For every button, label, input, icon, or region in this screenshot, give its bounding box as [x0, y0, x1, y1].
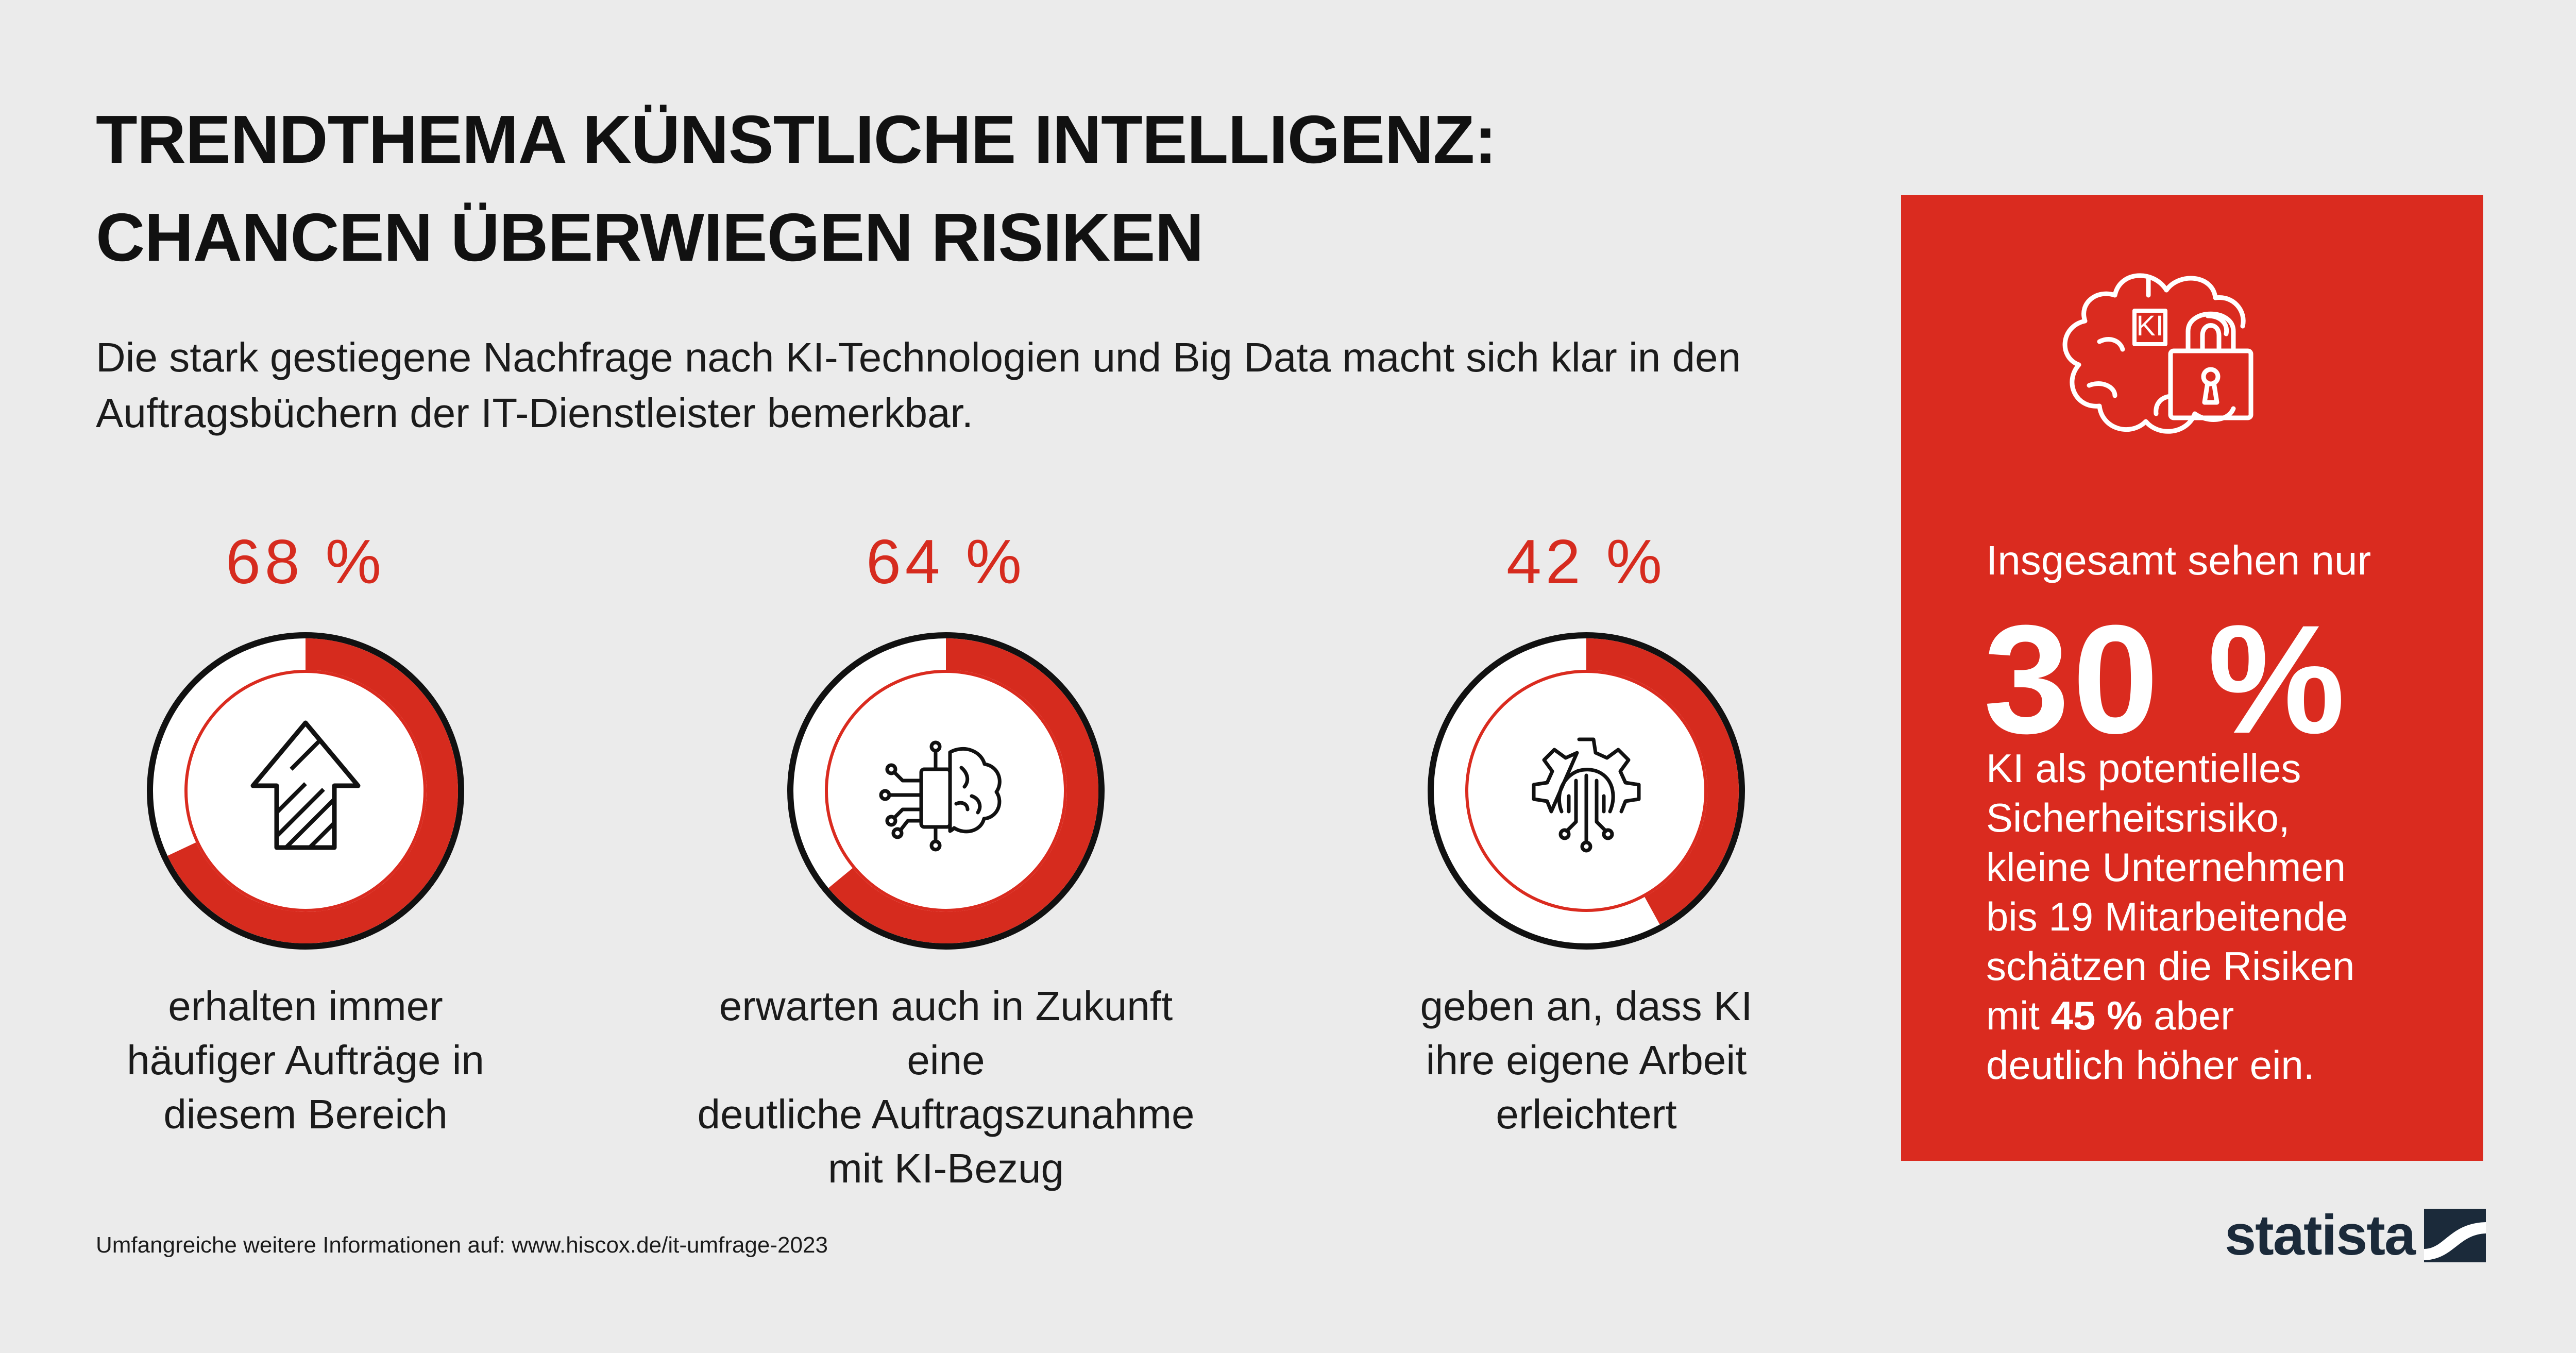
arrow-up-icon [250, 720, 361, 850]
ai-brain-chip-icon [879, 740, 1002, 852]
page-title: TRENDTHEMA KÜNSTLICHE INTELLIGENZ: CHANC… [96, 91, 1497, 286]
ai-gear-circuit-icon [1532, 737, 1641, 853]
stat-1-line-1: erhalten immer [168, 983, 443, 1029]
panel-line-3: kleine Unternehmen [1986, 844, 2346, 890]
donut-chart-2 [787, 632, 1105, 950]
brain-lock-icon-label: KI [2137, 309, 2164, 342]
source-footer: Umfangreiche weitere Informationen auf: … [96, 1232, 828, 1258]
panel-lead: Insgesamt sehen nur [1986, 537, 2371, 583]
panel-big-value: 30 % [1984, 593, 2348, 766]
stat-2-line-2: deutliche Auftragszunahme [697, 1091, 1195, 1137]
stat-description-1: erhalten immer häufiger Aufträge in dies… [48, 979, 563, 1141]
title-line-1: TRENDTHEMA KÜNSTLICHE INTELLIGENZ: [96, 102, 1497, 177]
stat-1-line-2: häufiger Aufträge in [127, 1037, 484, 1083]
donut-chart-3 [1428, 632, 1745, 950]
stat-3-line-2: ihre eigene Arbeit [1426, 1037, 1747, 1083]
stat-2-line-1: erwarten auch in Zukunft eine [719, 983, 1173, 1083]
donut-chart-1 [147, 632, 464, 950]
statista-logo[interactable]: statista [2225, 1205, 2486, 1266]
panel-body: KI als potentielles Sicherheitsrisiko, k… [1986, 743, 2450, 1090]
panel-line-7: deutlich höher ein. [1986, 1042, 2315, 1088]
stat-description-3: geben an, dass KI ihre eigene Arbeit erl… [1329, 979, 1844, 1141]
stat-1-line-3: diesem Bereich [163, 1091, 448, 1137]
title-line-2: CHANCEN ÜBERWIEGEN RISIKEN [96, 199, 1204, 275]
panel-line-1: KI als potentielles [1986, 746, 2301, 791]
stat-card-2: 64 % erwarten auch in Zukunft eine deutl… [688, 526, 1204, 1191]
panel-line-4: bis 19 Mitarbeitende [1986, 894, 2348, 939]
statista-logo-mark-icon [2424, 1209, 2486, 1262]
stat-3-line-1: geben an, dass KI [1420, 983, 1753, 1029]
stat-card-3: 42 % geben an, dass KI ihre eigene Arbei… [1329, 526, 1844, 1154]
stat-description-2: erwarten auch in Zukunft eine deutliche … [688, 979, 1204, 1195]
panel-line-2: Sicherheitsrisiko, [1986, 795, 2290, 840]
panel-line-5: schätzen die Risiken [1986, 943, 2355, 989]
donut-inner-ring [184, 670, 427, 912]
panel-line-6: mit 45 % aber [1986, 991, 2450, 1040]
stat-2-line-3: mit KI-Bezug [828, 1145, 1064, 1191]
brain-lock-icon: KI [2062, 273, 2253, 434]
statista-logo-text: statista [2225, 1204, 2416, 1267]
stat-value-2: 64 % [866, 527, 1026, 597]
risk-info-panel: KI Insgesamt sehen nur 30 % KI als poten… [1901, 195, 2483, 1161]
donut-inner-ring [825, 670, 1067, 912]
stat-value-1: 68 % [225, 527, 386, 597]
stat-3-line-3: erleichtert [1496, 1091, 1677, 1137]
stat-card-1: 68 % erhalten immer häufiger Aufträge in… [48, 526, 563, 1154]
stat-value-3: 42 % [1506, 527, 1667, 597]
panel-line-6-prefix: mit [1986, 993, 2051, 1038]
panel-line-6-suffix: aber [2142, 993, 2234, 1038]
donut-segment-2 [828, 638, 1098, 943]
panel-line-6-bold: 45 % [2050, 993, 2143, 1038]
intro-text: Die stark gestiegene Nachfrage nach KI-T… [96, 334, 1741, 436]
donut-segment-3 [1586, 638, 1739, 925]
donut-outer-ring [787, 632, 1105, 950]
donut-inner-ring [1465, 670, 1707, 912]
donut-outer-ring [147, 632, 464, 950]
